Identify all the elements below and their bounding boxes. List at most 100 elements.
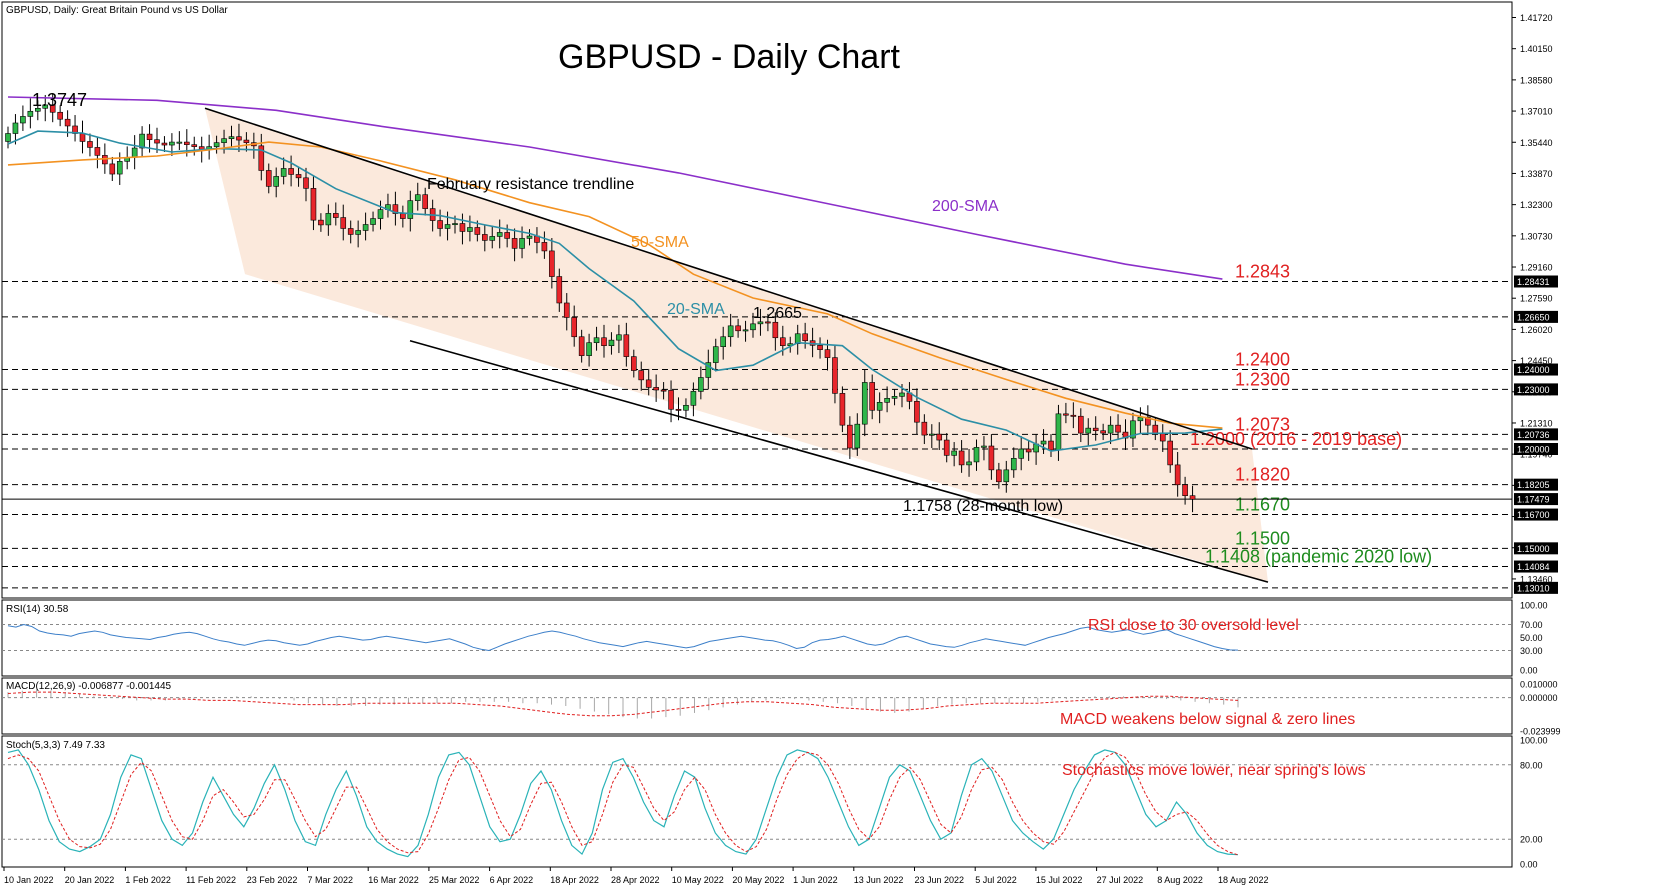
- price-tick-label: 1.32300: [1520, 200, 1553, 210]
- annotation-1-2665: 1.2665: [753, 305, 802, 322]
- candle-down: [57, 111, 63, 120]
- candle-up: [861, 382, 868, 425]
- candle-down: [921, 421, 928, 436]
- price-flag: [1514, 443, 1558, 455]
- candle-up: [1040, 440, 1047, 445]
- price-flag-label: 1.18205: [1517, 480, 1550, 490]
- candle-down: [191, 144, 198, 147]
- candle-up: [712, 346, 719, 363]
- candle-down: [832, 357, 838, 394]
- candle-down: [1092, 427, 1099, 432]
- candle-up: [169, 141, 175, 146]
- chart-title: GBPUSD - Daily Chart: [558, 38, 901, 76]
- candle-down: [1025, 448, 1032, 453]
- candle-down: [1159, 432, 1166, 442]
- price-tick-label: 1.33870: [1520, 169, 1553, 179]
- chart-header: GBPUSD, Daily: Great Britain Pound vs US…: [6, 5, 228, 16]
- candle-up: [690, 391, 697, 406]
- rsi-line: [7, 623, 1239, 652]
- candle-up: [593, 337, 600, 344]
- candle-down: [49, 104, 56, 113]
- time-tick-label: 25 Mar 2022: [429, 875, 480, 885]
- level-label: 1.2073: [1235, 414, 1290, 434]
- candle-down: [1063, 413, 1069, 416]
- macd-tick-label: 0.010000: [1520, 679, 1558, 689]
- time-tick-label: 6 Apr 2022: [490, 875, 534, 885]
- candle-down: [481, 234, 488, 241]
- candle-down: [79, 133, 86, 142]
- level-label: 1.1820: [1235, 465, 1290, 485]
- candle-down: [511, 238, 518, 249]
- candle-up: [452, 223, 458, 226]
- time-tick-label: 23 Jun 2022: [915, 875, 965, 885]
- candle-down: [1152, 424, 1159, 434]
- candle-up: [362, 224, 369, 231]
- time-tick-label: 16 Mar 2022: [368, 875, 419, 885]
- candle-up: [325, 213, 332, 226]
- price-flag-label: 1.23000: [1517, 385, 1550, 395]
- level-label: 1.2400: [1235, 350, 1290, 370]
- time-tick-label: 18 Apr 2022: [550, 875, 599, 885]
- candle-up: [616, 334, 622, 341]
- candle-up: [966, 461, 972, 466]
- candle-up: [1010, 458, 1017, 471]
- candle-up: [355, 230, 361, 235]
- candle-down: [161, 142, 168, 146]
- candle-down: [459, 223, 466, 232]
- macd-pane: 0.010000 0.000000 -0.023999: [2, 679, 1561, 736]
- candle-up: [27, 110, 34, 117]
- price-flag-label: 1.17479: [1517, 495, 1550, 505]
- candle-up: [794, 333, 801, 345]
- candle-down: [318, 219, 324, 226]
- rsi-tick-label: 50.00: [1520, 633, 1543, 643]
- rsi-tick-label: 0.00: [1520, 666, 1538, 676]
- time-tick-label: 5 Jul 2022: [975, 875, 1017, 885]
- price-tick-label: 1.37010: [1520, 107, 1553, 117]
- candle-down: [914, 401, 920, 423]
- candle-down: [1174, 464, 1181, 486]
- price-flag: [1514, 560, 1558, 573]
- candle-down: [623, 334, 630, 357]
- candle-up: [891, 396, 898, 399]
- candle-up: [444, 224, 451, 229]
- rsi-tick-label: 30.00: [1520, 646, 1543, 656]
- candle-down: [839, 393, 846, 426]
- candle-up: [899, 392, 905, 397]
- candle-down: [645, 379, 652, 388]
- candle-down: [996, 469, 1002, 483]
- candle-down: [802, 333, 808, 342]
- price-flag: [1514, 310, 1558, 323]
- candle-up: [973, 447, 980, 463]
- candle-down: [549, 250, 555, 277]
- price-flag: [1514, 275, 1558, 288]
- price-flag-label: 1.26650: [1517, 312, 1550, 322]
- annotation-20-sma: 20-SMA: [667, 301, 725, 318]
- price-tick-label: 1.26020: [1520, 325, 1553, 335]
- macd-annotation: MACD weakens below signal & zero lines: [1060, 711, 1355, 728]
- macd-header: MACD(12,26,9) -0.006877 -0.001445: [6, 681, 172, 692]
- time-tick-label: 7 Mar 2022: [308, 875, 354, 885]
- price-flag-label: 1.20000: [1517, 445, 1550, 455]
- trendline-0: [204, 107, 1253, 450]
- candle-down: [1167, 440, 1173, 466]
- candle-down: [578, 336, 585, 356]
- candle-up: [854, 423, 861, 449]
- time-tick-label: 18 Aug 2022: [1218, 875, 1269, 885]
- candle-down: [630, 356, 637, 371]
- candle-down: [1145, 416, 1151, 426]
- candle-down: [265, 170, 272, 187]
- price-tick-label: 1.30730: [1520, 231, 1553, 241]
- candle-up: [586, 342, 592, 356]
- time-tick-label: 1 Feb 2022: [125, 875, 171, 885]
- candle-up: [116, 161, 123, 175]
- annotation-28-month-low: 1.1758 (28-month low): [903, 498, 1063, 515]
- candle-down: [94, 147, 101, 156]
- candle-up: [176, 141, 183, 144]
- candle-down: [288, 168, 294, 175]
- candle-down: [772, 321, 779, 339]
- candle-down: [1048, 440, 1054, 451]
- trendline-1: [409, 339, 1269, 583]
- candle-down: [653, 387, 659, 391]
- candle-down: [437, 220, 443, 229]
- candle-down: [541, 242, 548, 252]
